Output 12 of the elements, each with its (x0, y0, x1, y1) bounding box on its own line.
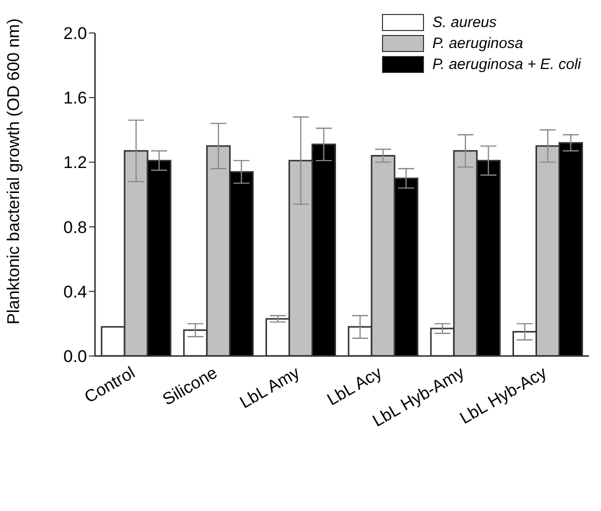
legend-label: P. aeruginosa (432, 35, 524, 52)
x-tick-label: LbL Amy (236, 362, 304, 412)
y-tick-label: 2.0 (63, 24, 87, 44)
legend-label: P. aeruginosa + E. coli (432, 56, 581, 73)
y-tick-label: 0.0 (63, 347, 87, 366)
y-tick-label: 0.4 (63, 282, 87, 302)
legend-label: S. aureus (432, 14, 497, 31)
y-tick-label: 0.8 (63, 218, 87, 237)
y-tick-label: 1.6 (63, 88, 87, 108)
y-axis-title: Planktonic bacterial growth (OD 600 nm) (4, 18, 24, 324)
y-tick-label: 1.2 (63, 153, 87, 172)
x-tick-label: LbL Acy (324, 362, 386, 410)
